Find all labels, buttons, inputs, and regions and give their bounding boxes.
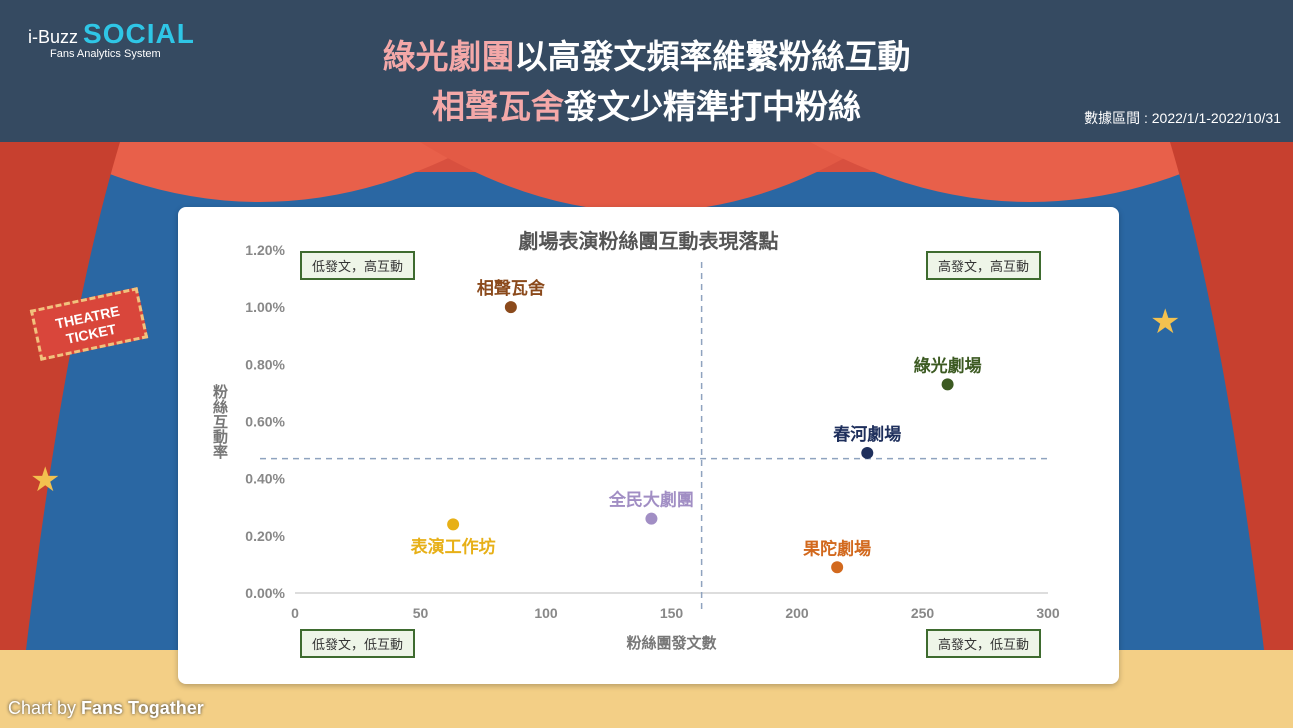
x-axis-label: 粉絲團發文數 — [626, 634, 716, 652]
y-tick-label: 0.40% — [245, 471, 285, 487]
headline-1-highlight: 綠光劇團 — [382, 37, 515, 76]
chart-title: 劇場表演粉絲團互動表現落點 — [518, 229, 779, 253]
headline-2-highlight: 相聲瓦舍 — [432, 87, 564, 126]
headline-1-rest: 以高發文頻率維繫粉絲互動 — [514, 37, 911, 76]
x-tick-label: 150 — [660, 605, 684, 621]
y-axis-label: 粉絲互動率 — [211, 383, 229, 460]
data-point — [941, 378, 954, 391]
x-tick-label: 200 — [785, 605, 809, 621]
x-tick-label: 300 — [1036, 605, 1060, 621]
x-tick-label: 250 — [911, 605, 935, 621]
logo-brand: SOCIAL — [83, 18, 195, 49]
scatter-chart: 0.00% 0.20% 0.40% 0.60% 0.80% 1.00% 1.20% 0 50 10… — [211, 242, 1060, 652]
quadrant-label-top-right: 高發文，高互動 — [926, 251, 1042, 280]
brand-logo: i-Buzz SOCIAL Fans Analytics System — [28, 18, 195, 60]
credit-prefix: Chart by — [8, 698, 77, 718]
star-icon: ★ — [30, 460, 61, 500]
y-tick-label: 0.20% — [245, 528, 285, 544]
y-tick-label: 0.80% — [245, 356, 285, 372]
x-tick-label: 50 — [413, 605, 429, 621]
logo-text: i-Buzz — [28, 27, 79, 47]
headline-line-1: 綠光劇團以高發文頻率維繫粉絲互動 — [0, 30, 1293, 78]
chart-card: 劇場表演粉絲團互動表現落點 0.00% 0.20% 0.40% 0.60% 0.80% 1… — [178, 207, 1119, 684]
data-point — [645, 512, 658, 525]
data-point — [504, 301, 517, 314]
data-point — [831, 561, 844, 574]
curtain-decoration — [0, 142, 1293, 728]
y-tick-label: 0.00% — [245, 585, 285, 601]
data-point — [861, 446, 874, 459]
logo-subtitle: Fans Analytics System — [50, 48, 161, 60]
credit-name: Fans Togather — [81, 698, 204, 718]
data-period: 數據區間 : 2022/1/1-2022/10/31 — [1084, 110, 1281, 126]
data-label: 相聲瓦舍 — [477, 278, 545, 299]
x-tick-label: 100 — [534, 605, 558, 621]
data-label: 春河劇場 — [833, 424, 901, 445]
quadrant-label-bottom-left: 低發文，低互動 — [300, 629, 416, 658]
data-label: 果陀劇場 — [803, 538, 871, 559]
quadrant-label-top-left: 低發文，高互動 — [300, 251, 416, 280]
headline-line-2: 相聲瓦舍發文少精準打中粉絲 — [0, 80, 1293, 128]
y-tick-label: 0.60% — [245, 414, 285, 430]
quadrant-label-bottom-right: 高發文，低互動 — [926, 629, 1042, 658]
y-tick-label: 1.00% — [245, 299, 285, 315]
data-label: 表演工作坊 — [411, 536, 496, 557]
y-tick-label: 1.20% — [245, 242, 285, 258]
x-tick-label: 0 — [291, 605, 299, 621]
data-point — [447, 518, 460, 531]
star-icon: ★ — [1150, 302, 1181, 342]
data-label: 全民大劇團 — [608, 490, 694, 511]
chart-credit: Chart by Fans Togather — [8, 698, 204, 719]
data-label: 綠光劇場 — [914, 355, 982, 376]
header-bar: i-Buzz SOCIAL Fans Analytics System 綠光劇團… — [0, 0, 1293, 142]
headline-2-rest: 發文少精準打中粉絲 — [564, 87, 861, 126]
